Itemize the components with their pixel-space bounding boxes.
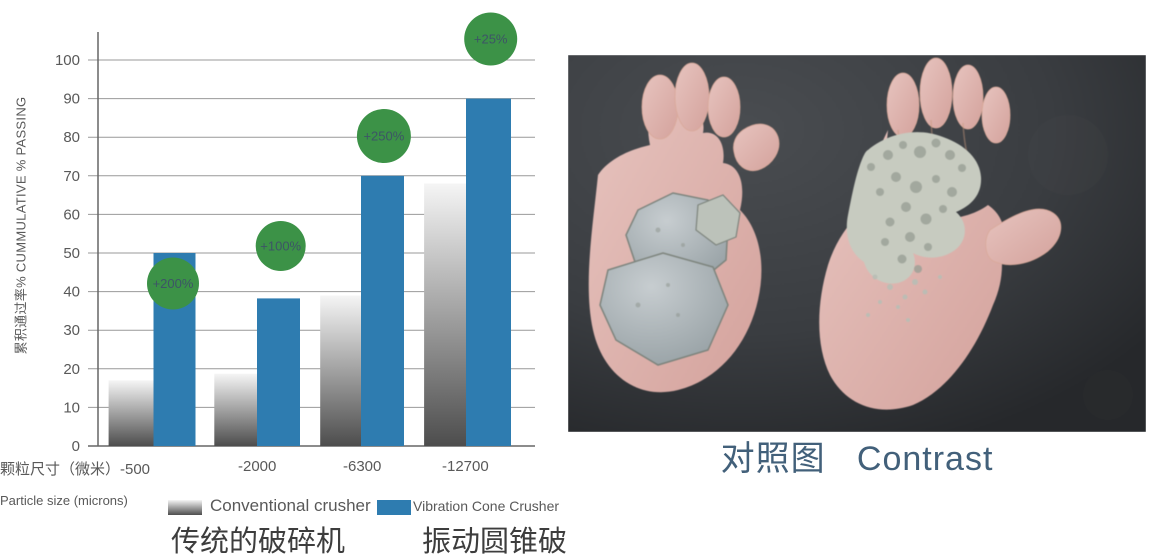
svg-text:40: 40: [63, 284, 80, 301]
svg-text:80: 80: [63, 129, 80, 146]
svg-text:10: 10: [63, 399, 80, 416]
svg-text:90: 90: [63, 91, 80, 108]
svg-text:+25%: +25%: [474, 32, 508, 47]
svg-text:0: 0: [72, 438, 80, 455]
svg-text:+250%: +250%: [363, 129, 404, 144]
svg-text:70: 70: [63, 168, 80, 185]
svg-text:+100%: +100%: [260, 239, 301, 254]
svg-text:+200%: +200%: [153, 276, 194, 291]
svg-text:50: 50: [63, 245, 80, 262]
svg-text:60: 60: [63, 206, 80, 223]
svg-text:100: 100: [55, 52, 80, 69]
svg-text:30: 30: [63, 322, 80, 339]
svg-text:20: 20: [63, 361, 80, 378]
